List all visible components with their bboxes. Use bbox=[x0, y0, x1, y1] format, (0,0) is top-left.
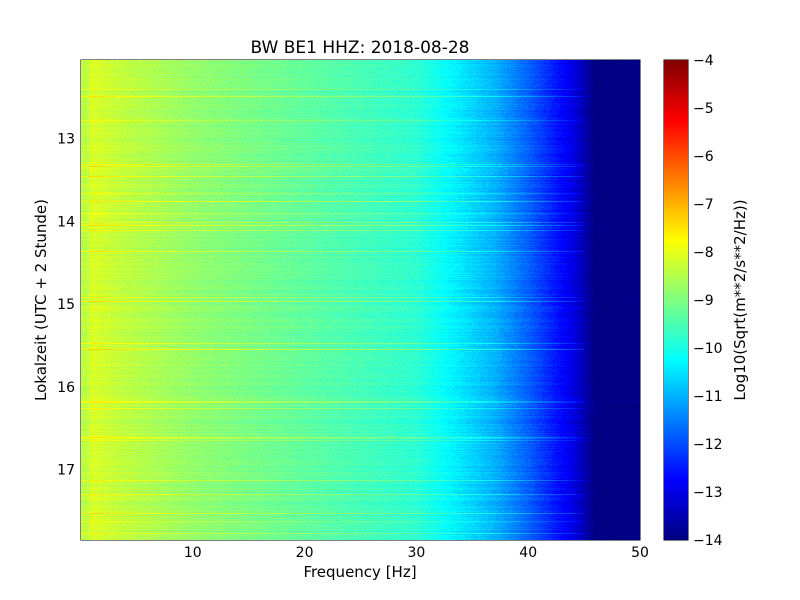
colorbar-gradient bbox=[664, 60, 688, 540]
x-tick-label: 40 bbox=[519, 545, 537, 561]
x-tick-label: 10 bbox=[184, 545, 202, 561]
colorbar-label: Log10(Sqrt(m**2/s**2/Hz)) bbox=[731, 199, 749, 400]
colorbar-tick-label: −5 bbox=[693, 101, 714, 117]
spectrogram-image bbox=[81, 60, 640, 540]
y-tick-label: 17 bbox=[57, 463, 75, 479]
colorbar-tick-label: −9 bbox=[693, 293, 714, 309]
chart-title: BW BE1 HHZ: 2018-08-28 bbox=[250, 38, 469, 58]
y-tick-label: 13 bbox=[57, 132, 75, 148]
colorbar-tick-label: −14 bbox=[693, 533, 723, 549]
colorbar-tick-label: −10 bbox=[693, 341, 723, 357]
colorbar-tick-label: −11 bbox=[693, 389, 723, 405]
colorbar-tick-label: −4 bbox=[693, 53, 714, 69]
x-tick-label: 20 bbox=[296, 545, 314, 561]
colorbar-tick-label: −12 bbox=[693, 437, 723, 453]
colorbar: −4 −5 −6 −7 −8 −9 −10 −11 −12 −13 −14 Log10(Sqrt(m… bbox=[663, 53, 749, 549]
colorbar-tick-label: −7 bbox=[693, 197, 714, 213]
x-tick-label: 30 bbox=[407, 545, 425, 561]
y-tick-label: 16 bbox=[57, 380, 75, 396]
y-tick-label: 15 bbox=[57, 297, 75, 313]
colorbar-tick-label: −8 bbox=[693, 245, 714, 261]
colorbar-tick-label: −6 bbox=[693, 149, 714, 165]
x-axis-label: Frequency [Hz] bbox=[303, 563, 416, 581]
colorbar-ticks: −4 −5 −6 −7 −8 −9 −10 −11 −12 −13 −14 bbox=[664, 53, 723, 549]
x-tick-label: 50 bbox=[631, 545, 649, 561]
y-tick-label: 14 bbox=[57, 214, 75, 230]
colorbar-tick-label: −13 bbox=[693, 485, 723, 501]
y-axis-label: Lokalzeit (UTC + 2 Stunde) bbox=[32, 199, 50, 401]
